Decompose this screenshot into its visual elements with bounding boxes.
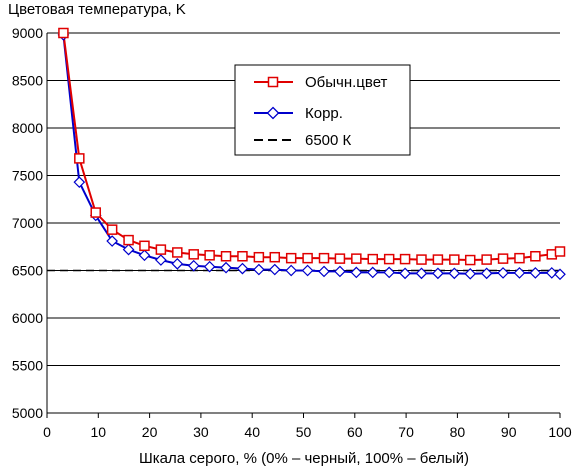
x-tick-label: 40	[244, 424, 260, 440]
data-point-series-1	[554, 246, 566, 257]
data-point-series-2	[334, 265, 346, 278]
data-point-series-1	[123, 234, 134, 246]
data-point-series-2	[236, 262, 249, 275]
x-axis-title: Шкала серого, % (0% – черный, 100% – бел…	[139, 450, 469, 467]
data-point-series-2	[253, 263, 265, 276]
data-point-series-1	[530, 251, 541, 262]
data-point-series-2	[155, 254, 167, 266]
data-point-series-2	[187, 259, 200, 272]
y-tick-label: 6500	[12, 263, 43, 279]
x-tick-label: 100	[548, 424, 572, 440]
x-tick-label: 0	[43, 424, 51, 440]
y-tick-label: 7000	[12, 215, 43, 231]
data-point-series-1	[106, 224, 118, 235]
data-point-series-1	[351, 253, 362, 264]
data-point-series-1	[449, 254, 460, 265]
data-point-series-1	[383, 253, 395, 265]
data-point-series-1	[464, 254, 476, 266]
data-point-series-1	[269, 251, 281, 263]
data-point-series-1	[481, 254, 492, 265]
y-axis-title: Цветовая температура, K	[8, 1, 186, 18]
series	[47, 27, 566, 281]
x-tick-label: 50	[296, 424, 312, 440]
tick-labels: 5000 5500 6000 6500 7000 7500 8000 8500 9000 0 10 2…	[12, 25, 572, 440]
x-tick-label: 20	[142, 424, 158, 440]
data-point-series-2	[318, 265, 330, 278]
data-point-series-1	[74, 153, 85, 164]
data-point-series-1	[220, 251, 232, 262]
x-tick-label: 10	[91, 424, 107, 440]
data-point-series-1	[399, 253, 411, 265]
y-tick-label: 8500	[12, 73, 43, 89]
data-point-series-1	[253, 251, 265, 263]
y-tick-label: 6000	[12, 310, 43, 326]
data-point-series-2	[513, 267, 526, 279]
x-tick-label: 90	[501, 424, 517, 440]
data-point-series-1	[302, 252, 313, 264]
data-point-series-2	[138, 249, 151, 262]
x-tick-label: 80	[450, 424, 466, 440]
data-point-series-2	[529, 267, 542, 279]
data-point-series-1	[285, 252, 297, 264]
data-point-series-2	[301, 264, 314, 277]
legend-label-series-3: 6500 К	[305, 132, 352, 149]
x-tick-label: 60	[347, 424, 363, 440]
data-point-series-1	[432, 254, 444, 265]
data-point-series-1	[172, 247, 183, 258]
y-tick-label: 5500	[12, 358, 43, 374]
data-point-series-2	[73, 176, 86, 188]
data-point-series-1	[155, 244, 167, 255]
data-point-series-2	[399, 267, 411, 280]
y-tick-label: 7500	[12, 168, 43, 184]
data-point-series-1	[188, 249, 199, 260]
legend-marker-series-2	[266, 106, 280, 120]
data-point-series-1	[497, 253, 509, 264]
data-point-series-1	[334, 253, 346, 264]
legend-marker-series-1	[267, 76, 279, 88]
data-point-series-2	[171, 258, 184, 270]
x-tick-label: 30	[193, 424, 209, 440]
y-tick-label: 8000	[12, 120, 43, 136]
data-point-series-2	[554, 268, 566, 281]
data-point-series-2	[480, 267, 493, 280]
data-point-series-2	[350, 266, 363, 279]
data-point-series-1	[367, 253, 379, 265]
data-point-series-1	[139, 240, 150, 252]
y-tick-label: 5000	[12, 405, 43, 421]
data-point-series-2	[106, 235, 118, 247]
data-point-series-2	[203, 260, 216, 273]
data-point-series-1	[416, 254, 427, 265]
data-point-series-1	[318, 252, 330, 264]
data-point-series-1	[58, 27, 69, 39]
data-point-series-1	[90, 207, 101, 218]
data-point-series-2	[285, 264, 298, 277]
data-point-series-2	[268, 263, 281, 276]
data-point-series-2	[220, 261, 232, 274]
x-tick-label: 70	[398, 424, 414, 440]
data-point-series-2	[448, 267, 461, 280]
legend-label-series-1: Обычн.цвет	[305, 74, 388, 91]
data-point-series-2	[383, 266, 396, 279]
data-point-series-1	[514, 252, 525, 264]
y-tick-label: 9000	[12, 25, 43, 41]
data-point-series-2	[464, 267, 477, 280]
data-point-series-1	[237, 251, 248, 262]
legend-label-series-2: Корр.	[305, 105, 343, 122]
data-point-series-2	[366, 266, 379, 279]
data-point-series-2	[432, 267, 444, 280]
data-point-series-2	[122, 243, 135, 256]
data-point-series-2	[545, 267, 558, 279]
legend: Обычн.цвет Корр. 6500 К	[234, 64, 411, 156]
data-point-series-2	[415, 267, 428, 280]
legend-box	[234, 64, 411, 156]
data-point-series-2	[497, 267, 509, 279]
axes	[46, 33, 561, 418]
data-point-series-1	[204, 250, 215, 261]
